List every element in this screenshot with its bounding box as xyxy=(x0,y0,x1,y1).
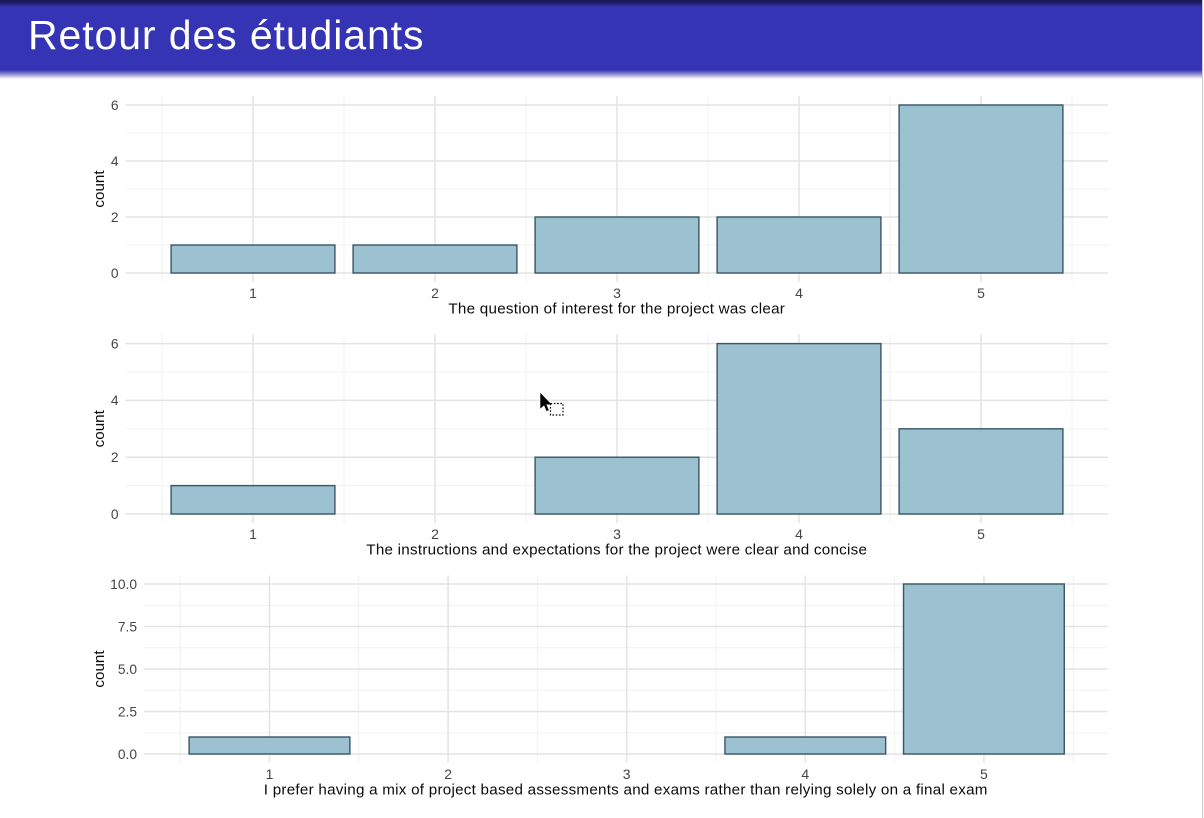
x-tick-label: 5 xyxy=(980,766,988,782)
x-axis-title: The question of interest for the project… xyxy=(448,301,785,318)
x-tick-label: 2 xyxy=(431,526,439,542)
y-axis-title: count xyxy=(91,650,108,688)
y-tick-label: 10.0 xyxy=(110,577,137,592)
title-bar-bottom-shadow xyxy=(0,70,1202,79)
cursor-dotted-box-icon xyxy=(549,402,564,416)
x-tick-label: 3 xyxy=(623,766,631,782)
x-tick-label: 4 xyxy=(795,285,803,301)
y-tick-label: 0 xyxy=(111,266,119,281)
bar xyxy=(898,428,1064,515)
chart-1: 0 2 4 6 1 2 3 4 5 The question of interest for th… xyxy=(91,96,1108,318)
window-right-edge-line xyxy=(1201,0,1204,818)
cursor-arrow-icon xyxy=(539,391,553,412)
y-tick-label: 5.0 xyxy=(118,662,138,677)
bar xyxy=(352,244,518,274)
y-tick-label: 4 xyxy=(111,393,119,408)
y-tick-label: 0 xyxy=(111,507,119,522)
y-tick-label: 2 xyxy=(111,210,119,225)
x-tick-label: 3 xyxy=(613,285,621,301)
x-tick-label: 1 xyxy=(266,766,274,782)
y-tick-label: 2 xyxy=(111,450,119,465)
bar xyxy=(534,216,700,274)
frame-title-bar: Retour des étudiants xyxy=(0,0,1202,70)
bar xyxy=(724,736,887,755)
x-tick-label: 4 xyxy=(801,766,809,782)
x-tick-label: 4 xyxy=(795,526,803,542)
x-tick-label: 5 xyxy=(977,285,985,301)
bar xyxy=(716,342,882,515)
chart-2: 0 2 4 6 1 2 3 4 5 The instructions and expectatio… xyxy=(91,334,1108,559)
bar xyxy=(188,736,351,755)
mouse-cursor xyxy=(539,391,564,416)
bar xyxy=(170,244,336,274)
y-tick-label: 2.5 xyxy=(118,704,138,719)
x-tick-label: 3 xyxy=(613,526,621,542)
y-tick-label: 4 xyxy=(111,154,119,169)
bar xyxy=(170,484,336,515)
title-bar-top-shadow xyxy=(0,0,1202,7)
x-tick-label: 2 xyxy=(444,766,452,782)
y-axis-title: count xyxy=(91,170,108,208)
x-tick-label: 2 xyxy=(431,285,439,301)
bar xyxy=(534,456,700,515)
x-axis-title: The instructions and expectations for th… xyxy=(366,542,867,559)
x-tick-label: 1 xyxy=(249,285,257,301)
y-tick-label: 6 xyxy=(111,98,119,113)
x-axis-title: I prefer having a mix of project based a… xyxy=(264,782,988,799)
page-title: Retour des étudiants xyxy=(28,12,425,58)
chart-3: 0.0 2.5 5.0 7.5 10.0 1 2 3 4 5I prefer having a m… xyxy=(91,575,1108,799)
bar xyxy=(716,216,882,274)
x-tick-label: 5 xyxy=(977,526,985,542)
y-axis-title: count xyxy=(91,409,108,447)
bar xyxy=(902,583,1065,755)
bar xyxy=(898,104,1064,274)
y-tick-label: 0.0 xyxy=(118,747,138,762)
x-tick-label: 1 xyxy=(249,526,257,542)
y-tick-label: 7.5 xyxy=(118,619,138,634)
y-tick-label: 6 xyxy=(111,336,119,351)
